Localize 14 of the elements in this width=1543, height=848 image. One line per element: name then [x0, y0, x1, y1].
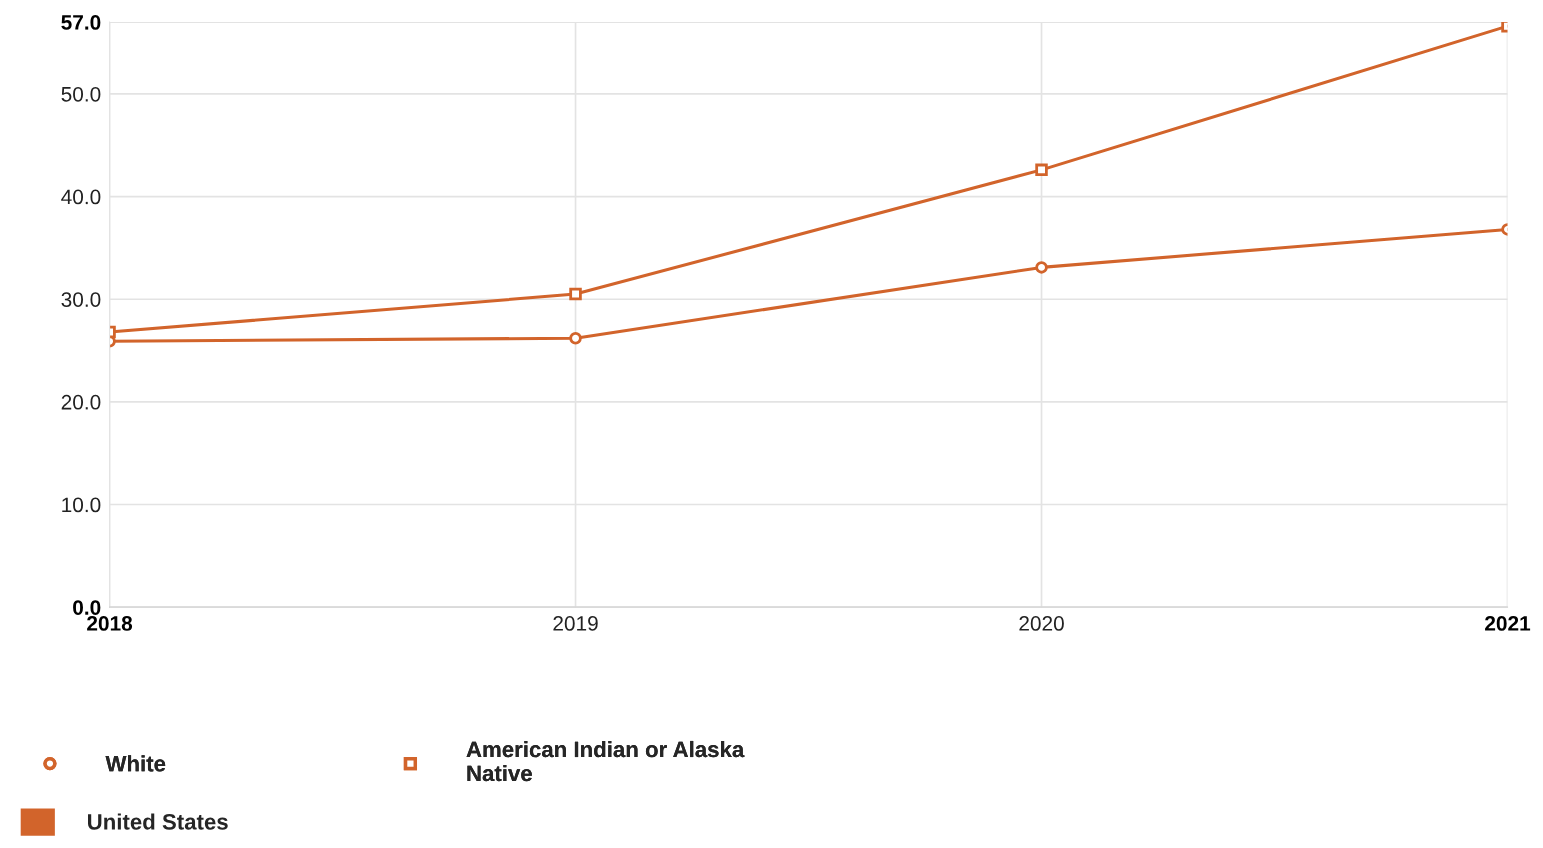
y-tick-label: 50.0: [61, 86, 101, 102]
y-tick-label: 10.0: [62, 497, 101, 513]
x-tick-label: 2020: [1019, 616, 1064, 631]
x-tick-label: 2019: [553, 616, 598, 631]
legend-title: United States: [88, 813, 228, 830]
y-tick-label: 20.0: [61, 394, 101, 410]
legend-label: American Indian or Alaska Native: [466, 740, 745, 782]
y-tick-label: 57.0: [61, 15, 101, 30]
y-tick-label: 40.0: [61, 189, 101, 205]
x-tick-label: 2021: [1485, 616, 1531, 631]
legend-label: White: [105, 755, 166, 772]
y-tick-label: 30.0: [61, 292, 101, 307]
x-tick-label: 2018: [87, 616, 133, 631]
y-tick-label: 0.0: [73, 600, 101, 615]
